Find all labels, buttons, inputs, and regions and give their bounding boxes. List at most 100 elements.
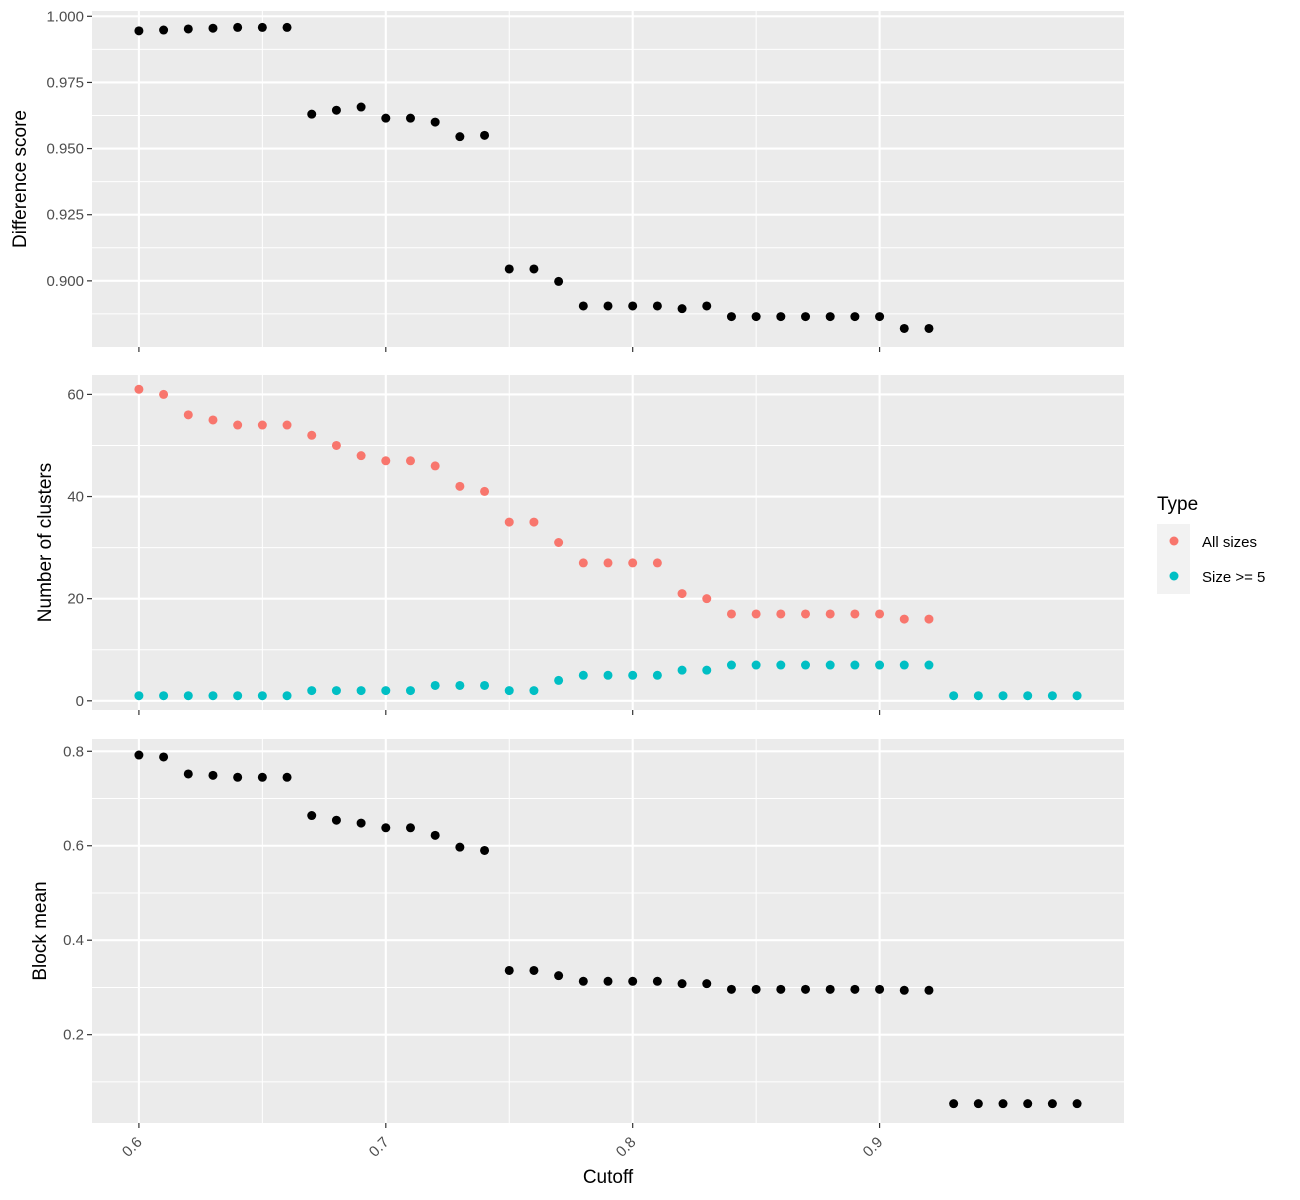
panel-3-y-tick-label: 0.2: [63, 1027, 84, 1044]
panel-2-point-size-5: [554, 675, 564, 685]
panel-2-point-all-sizes: [307, 430, 317, 440]
panel-2-point-all-sizes: [480, 486, 490, 496]
panel-2-point-all-sizes: [183, 410, 193, 420]
panel-1-background: [92, 11, 1124, 347]
panel-1-point-series: [628, 301, 638, 311]
panel-3-point-series: [1072, 1099, 1082, 1109]
panel-1-point-series: [529, 264, 539, 274]
panel-2-point-size-5: [504, 686, 514, 696]
panel-2-point-all-sizes: [652, 558, 662, 568]
panel-3-point-series: [726, 984, 736, 994]
panel-3-point-series: [776, 984, 786, 994]
panel-3-point-series: [554, 971, 564, 981]
panel-2-point-all-sizes: [603, 558, 613, 568]
panel-2-point-all-sizes: [381, 456, 391, 466]
legend-label-size-5: Size >= 5: [1202, 569, 1265, 586]
panel-3-point-series: [998, 1099, 1008, 1109]
panel-3-point-series: [652, 976, 662, 986]
panel-2-point-size-5: [282, 691, 292, 701]
panel-1-point-series: [751, 312, 761, 322]
panel-1-y-tick-label: 1.000: [46, 8, 84, 25]
panel-3-point-series: [949, 1099, 959, 1109]
panel-1-point-series: [652, 301, 662, 311]
panel-3-point-series: [702, 979, 712, 989]
panel-3-point-series: [924, 985, 934, 995]
panel-2-point-size-5: [430, 680, 440, 690]
panel-1-y-axis-title: Difference score: [10, 110, 31, 248]
panel-2-point-size-5: [628, 670, 638, 680]
panel-1-y-tick-label: 0.900: [46, 273, 84, 290]
panel-2-point-size-5: [751, 660, 761, 670]
panel-2-point-size-5: [307, 686, 317, 696]
panel-2-point-all-sizes: [504, 517, 514, 527]
panel-3-y-tick-label: 0.4: [63, 932, 84, 949]
panel-1-point-series: [801, 312, 811, 322]
panel-3-point-series: [430, 830, 440, 840]
panel-2-point-all-sizes: [751, 609, 761, 619]
panel-3-point-series: [208, 770, 218, 780]
panel-block-mean: 0.2 0.4 0.6 0.8 Block mean: [30, 739, 1124, 1128]
panel-2-point-size-5: [973, 691, 983, 701]
panel-2-point-size-5: [405, 686, 415, 696]
panel-3-point-series: [504, 965, 514, 975]
panel-1-point-series: [307, 109, 317, 119]
panel-2-point-all-sizes: [578, 558, 588, 568]
panel-2-point-size-5: [356, 686, 366, 696]
legend-label-all-sizes: All sizes: [1202, 534, 1257, 551]
panel-1-point-series: [233, 22, 243, 32]
panel-2-point-size-5: [726, 660, 736, 670]
panel-3-point-series: [825, 984, 835, 994]
panel-3-point-series: [282, 772, 292, 782]
panel-2-point-all-sizes: [776, 609, 786, 619]
panel-1-point-series: [850, 312, 860, 322]
panel-3-point-series: [751, 984, 761, 994]
panel-1-point-series: [381, 113, 391, 123]
panel-1-point-series: [331, 105, 341, 115]
panel-1-point-series: [578, 301, 588, 311]
panel-1-point-series: [677, 304, 687, 314]
panel-2-point-size-5: [183, 691, 193, 701]
panel-3-point-series: [134, 750, 144, 760]
panel-2-point-size-5: [949, 691, 959, 701]
panel-number-of-clusters: 0 20 40 60 Number of clusters: [35, 375, 1124, 715]
panel-2-point-size-5: [233, 691, 243, 701]
panel-1-y-tick-label: 0.925: [46, 207, 84, 224]
panel-1-y-tick-label: 0.950: [46, 141, 84, 158]
panel-2-point-all-sizes: [257, 420, 267, 430]
panel-3-point-series: [1023, 1099, 1033, 1109]
panel-3-point-series: [850, 984, 860, 994]
panel-2-point-size-5: [776, 660, 786, 670]
panel-2-point-all-sizes: [801, 609, 811, 619]
panel-1-point-series: [702, 301, 712, 311]
panel-2-point-size-5: [134, 691, 144, 701]
panel-1-point-series: [554, 276, 564, 286]
panel-3-point-series: [875, 984, 885, 994]
panel-2-point-size-5: [159, 691, 169, 701]
panel-3-point-series: [899, 985, 909, 995]
panel-2-point-size-5: [875, 660, 885, 670]
x-axis-title: Cutoff: [583, 1167, 634, 1188]
panel-2-point-all-sizes: [455, 481, 465, 491]
panel-1-point-series: [134, 26, 144, 36]
panel-3-point-series: [677, 979, 687, 989]
panel-3-point-series: [529, 965, 539, 975]
panel-2-point-size-5: [1072, 691, 1082, 701]
panel-2-y-tick-label: 20: [67, 591, 84, 608]
panel-3-point-series: [381, 823, 391, 833]
panel-2-point-all-sizes: [628, 558, 638, 568]
legend-key-background: [1157, 524, 1190, 594]
panel-1-point-series: [455, 132, 465, 142]
panel-2-point-all-sizes: [529, 517, 539, 527]
panel-2-point-size-5: [529, 686, 539, 696]
panel-1-point-series: [776, 312, 786, 322]
panel-1-point-series: [159, 25, 169, 35]
panel-2-point-size-5: [652, 670, 662, 680]
panel-2-point-all-sizes: [233, 420, 243, 430]
panel-3-point-series: [183, 769, 193, 779]
panel-3-y-tick-label: 0.8: [63, 743, 84, 760]
panel-1-point-series: [257, 22, 267, 32]
panel-2-point-size-5: [480, 680, 490, 690]
panel-1-point-series: [480, 130, 490, 140]
panel-3-point-series: [356, 818, 366, 828]
